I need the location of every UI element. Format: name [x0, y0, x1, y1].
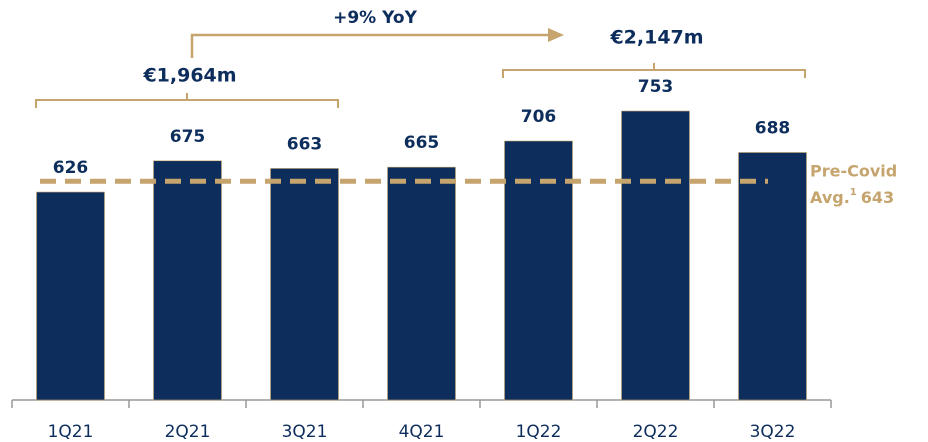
data-label: 753 [638, 77, 674, 97]
annotation: €1,964m [142, 65, 236, 87]
bar [270, 168, 339, 401]
bar [738, 152, 807, 401]
x-tick-label: 3Q21 [282, 422, 328, 442]
bar [504, 140, 573, 401]
x-tick-label: 1Q22 [516, 422, 562, 442]
bracket [35, 93, 339, 108]
footnote: 1 [850, 187, 857, 198]
annotation: €2,147m [609, 27, 703, 49]
data-label: 663 [287, 134, 323, 154]
bar [153, 160, 222, 401]
arrow-head [548, 28, 564, 42]
annotation: +9% YoY [333, 8, 417, 28]
bar [36, 191, 105, 401]
data-label: 626 [53, 158, 89, 178]
bar [387, 166, 456, 401]
reference-label: Avg.1 643 [810, 187, 894, 207]
x-tick-label: 2Q22 [633, 422, 679, 442]
x-tick-label: 1Q21 [48, 422, 94, 442]
data-label: 665 [404, 133, 440, 153]
data-label: 706 [521, 107, 557, 127]
bar [621, 110, 690, 401]
reference-value: 643 [861, 188, 894, 207]
reference-label: Avg. [810, 188, 850, 207]
reference-label: Pre-Covid [810, 162, 897, 181]
x-tick-label: 4Q21 [399, 422, 445, 442]
data-label: 688 [755, 118, 791, 138]
bracket [502, 63, 806, 78]
arrow [190, 33, 548, 58]
x-tick-label: 2Q21 [165, 422, 211, 442]
x-tick-label: 3Q22 [750, 422, 796, 442]
data-label: 675 [170, 127, 206, 147]
